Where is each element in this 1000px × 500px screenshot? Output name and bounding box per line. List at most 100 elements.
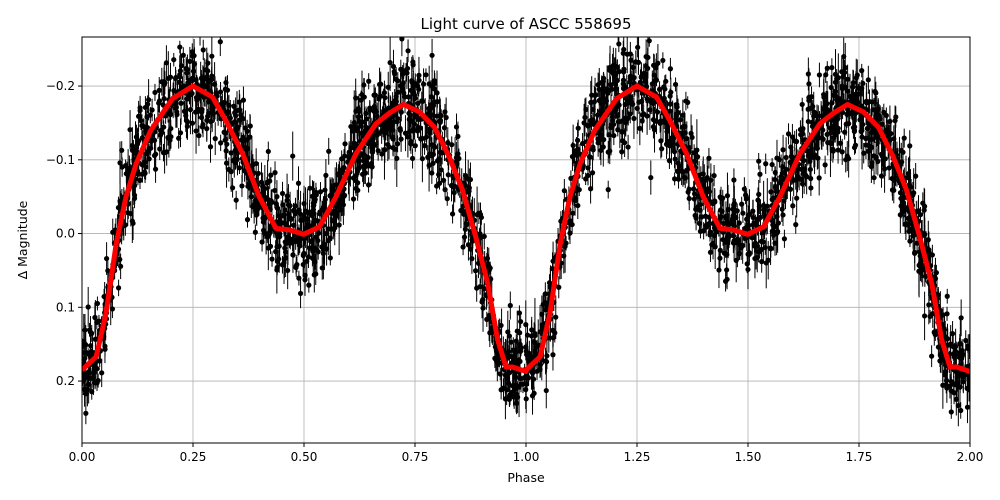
data-point xyxy=(550,258,556,264)
data-point xyxy=(874,134,881,140)
data-point xyxy=(712,199,718,205)
data-point xyxy=(806,81,812,87)
data-point xyxy=(733,257,739,263)
data-point xyxy=(711,173,717,179)
data-point xyxy=(385,141,391,148)
data-point xyxy=(405,134,411,140)
data-point xyxy=(383,107,389,113)
data-point xyxy=(763,161,769,167)
data-point xyxy=(163,60,170,66)
data-point xyxy=(627,73,634,79)
data-point xyxy=(816,72,823,78)
data-point xyxy=(323,172,329,179)
data-point xyxy=(392,71,398,77)
data-point xyxy=(445,172,451,178)
data-point xyxy=(454,161,460,167)
data-point xyxy=(739,201,745,207)
data-point xyxy=(261,227,267,233)
data-point xyxy=(359,119,366,125)
data-point xyxy=(477,231,483,237)
data-point xyxy=(523,396,529,402)
data-point xyxy=(412,143,418,149)
data-point xyxy=(239,183,245,189)
data-point xyxy=(392,146,398,152)
data-point xyxy=(775,228,781,235)
data-point xyxy=(465,242,472,248)
data-point xyxy=(239,115,245,121)
data-point xyxy=(149,107,155,113)
data-point xyxy=(590,147,596,153)
data-point xyxy=(868,144,874,151)
data-point xyxy=(581,120,587,126)
data-point xyxy=(659,146,665,152)
data-point xyxy=(706,155,712,161)
data-point xyxy=(921,313,928,319)
data-point xyxy=(217,39,223,45)
data-point xyxy=(529,327,535,333)
data-point xyxy=(942,372,948,378)
data-point xyxy=(157,146,163,152)
data-point xyxy=(516,310,523,316)
data-point xyxy=(260,191,267,197)
data-point xyxy=(931,329,937,336)
data-point xyxy=(589,170,596,176)
data-point xyxy=(531,368,537,375)
data-point xyxy=(808,94,815,100)
data-point xyxy=(332,182,338,188)
data-point xyxy=(756,191,762,197)
data-point xyxy=(395,141,401,147)
data-point xyxy=(846,156,852,162)
data-point xyxy=(912,232,918,238)
data-point xyxy=(850,79,857,86)
data-point xyxy=(595,82,601,88)
data-point xyxy=(616,41,622,47)
data-point xyxy=(685,189,691,195)
data-point xyxy=(255,201,261,207)
data-point xyxy=(880,157,886,163)
data-point xyxy=(770,222,776,228)
data-point xyxy=(92,336,98,342)
data-point xyxy=(744,195,750,202)
data-point xyxy=(625,115,631,121)
data-point xyxy=(173,74,179,81)
data-point xyxy=(152,89,158,96)
data-point xyxy=(780,147,786,153)
data-point xyxy=(518,345,524,352)
data-point xyxy=(171,88,177,94)
data-point xyxy=(204,84,210,90)
data-point xyxy=(643,54,649,60)
data-point xyxy=(272,170,278,176)
data-point xyxy=(99,370,105,376)
data-point xyxy=(574,137,581,143)
data-point xyxy=(455,151,461,157)
data-point xyxy=(449,142,455,148)
data-point xyxy=(851,128,857,135)
data-point xyxy=(570,210,576,216)
data-point xyxy=(94,319,100,325)
data-point xyxy=(720,195,726,201)
data-point xyxy=(579,140,586,147)
data-point xyxy=(129,142,135,149)
data-point xyxy=(379,151,385,157)
data-point xyxy=(400,80,406,86)
data-point xyxy=(268,172,274,178)
data-point xyxy=(663,78,669,84)
data-point xyxy=(362,127,368,134)
data-point xyxy=(736,220,742,226)
data-point xyxy=(631,115,637,122)
data-point xyxy=(292,211,298,217)
data-point xyxy=(262,215,268,221)
data-point xyxy=(265,148,271,155)
data-point xyxy=(902,221,908,227)
data-point xyxy=(426,162,432,169)
data-point xyxy=(144,114,150,120)
data-point xyxy=(199,124,205,130)
data-point xyxy=(85,304,91,310)
data-point xyxy=(309,237,315,244)
data-point xyxy=(229,185,236,191)
data-point xyxy=(524,352,530,358)
data-point xyxy=(190,68,197,74)
data-point xyxy=(231,119,237,125)
data-point xyxy=(808,185,814,191)
